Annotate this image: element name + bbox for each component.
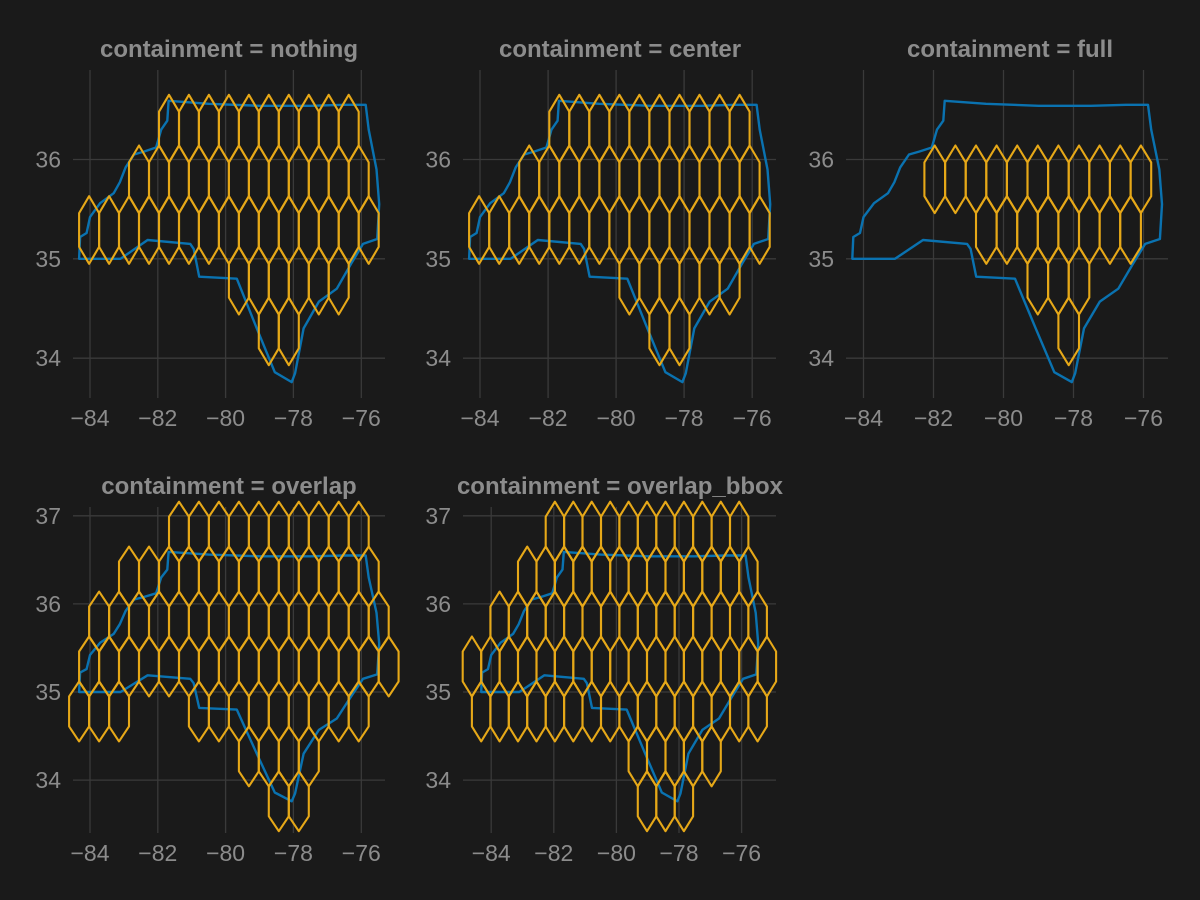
state-outline <box>467 99 772 384</box>
x-tick-label: −80 <box>206 840 245 866</box>
panel-full: containment = full −84 −82 −80 −78 −76 34 35 36 <box>808 36 1168 431</box>
x-tick-label: −76 <box>722 840 761 866</box>
y-tick-label: 36 <box>35 147 61 173</box>
axis-ticks: −84 −82 −80 −78 −76 34 35 36 37 <box>35 503 380 866</box>
x-tick-label: −82 <box>914 405 953 431</box>
plot-area <box>68 500 400 833</box>
y-tick-label: 37 <box>35 503 61 529</box>
panel-overlap-bbox: containment = overlap_bbox −84 −82 −80 −78−… <box>425 473 783 866</box>
x-tick-label: −82 <box>529 405 568 431</box>
hex-cell <box>728 500 750 563</box>
panel-title: containment = center <box>499 36 741 63</box>
x-tick-label: −78 <box>274 840 313 866</box>
x-tick-label: −82 <box>534 840 573 866</box>
y-tick-label: 35 <box>808 246 834 272</box>
axis-ticks: −84 −82 −80 −78 −76 34 35 36 <box>35 147 380 432</box>
axis-ticks: −84 −82 −80 −78 −76 34 35 36 <box>808 147 1163 432</box>
panel-title: containment = full <box>907 36 1113 63</box>
x-tick-label: −78 <box>274 405 313 431</box>
x-tick-label: −82 <box>138 405 177 431</box>
panel-title: containment = overlap <box>101 473 356 500</box>
x-tick-label: −82 <box>138 840 177 866</box>
x-tick-label: −80 <box>206 405 245 431</box>
y-tick-label: 35 <box>425 679 451 705</box>
x-tick-label: −76 <box>342 405 381 431</box>
y-tick-label: 36 <box>35 591 61 617</box>
x-tick-label: −76 <box>342 840 381 866</box>
y-tick-label: 35 <box>35 246 61 272</box>
grid <box>846 70 1168 398</box>
x-tick-label: −80 <box>597 405 636 431</box>
x-tick-label: −76 <box>733 405 772 431</box>
x-tick-label: −78 <box>659 840 698 866</box>
x-tick-label: −84 <box>460 405 499 431</box>
y-tick-label: 34 <box>35 345 61 371</box>
y-tick-label: 35 <box>35 679 61 705</box>
plot-area <box>77 93 381 384</box>
state-outline <box>77 550 381 803</box>
axis-ticks: −84 −82 −80 −78 −76 34 35 36 37 <box>425 503 761 866</box>
grid <box>463 70 776 398</box>
panel-title: containment = overlap_bbox <box>457 473 784 500</box>
plot-area <box>851 99 1164 384</box>
hex-cell <box>728 93 751 164</box>
x-tick-label: −78 <box>665 405 704 431</box>
x-tick-label: −76 <box>1124 405 1163 431</box>
y-tick-label: 34 <box>35 767 61 793</box>
x-tick-label: −84 <box>472 840 511 866</box>
state-outline <box>480 550 760 803</box>
plot-area <box>467 93 772 384</box>
x-tick-label: −84 <box>70 405 109 431</box>
hex-cell <box>1129 144 1153 215</box>
y-tick-label: 36 <box>425 147 451 173</box>
y-tick-label: 34 <box>425 345 451 371</box>
hex-cell <box>347 500 370 563</box>
axis-ticks: −84 −82 −80 −78 −76 34 35 36 <box>425 147 771 432</box>
y-tick-label: 36 <box>425 591 451 617</box>
panel-overlap: containment = overlap −84 −82 −80 −78 −76 34 3… <box>35 473 400 866</box>
y-tick-label: 35 <box>425 246 451 272</box>
y-tick-label: 34 <box>808 345 834 371</box>
hex-cell <box>337 93 360 164</box>
y-tick-label: 37 <box>425 503 451 529</box>
x-tick-label: −80 <box>597 840 636 866</box>
y-tick-label: 36 <box>808 147 834 173</box>
state-outline <box>77 99 381 384</box>
grid <box>73 70 385 398</box>
plot-area <box>461 500 778 833</box>
panel-center: containment = center −84 −82 −80 −78 −76 34 35… <box>425 36 776 431</box>
x-tick-label: −84 <box>844 405 883 431</box>
x-tick-label: −80 <box>984 405 1023 431</box>
panel-nothing: containment = nothing −84 −82 −80 −78 −76 34 3… <box>35 36 385 431</box>
y-tick-label: 34 <box>425 767 451 793</box>
state-outline <box>851 99 1164 384</box>
panel-title: containment = nothing <box>100 36 358 63</box>
x-tick-label: −84 <box>70 840 109 866</box>
x-tick-label: −78 <box>1054 405 1093 431</box>
